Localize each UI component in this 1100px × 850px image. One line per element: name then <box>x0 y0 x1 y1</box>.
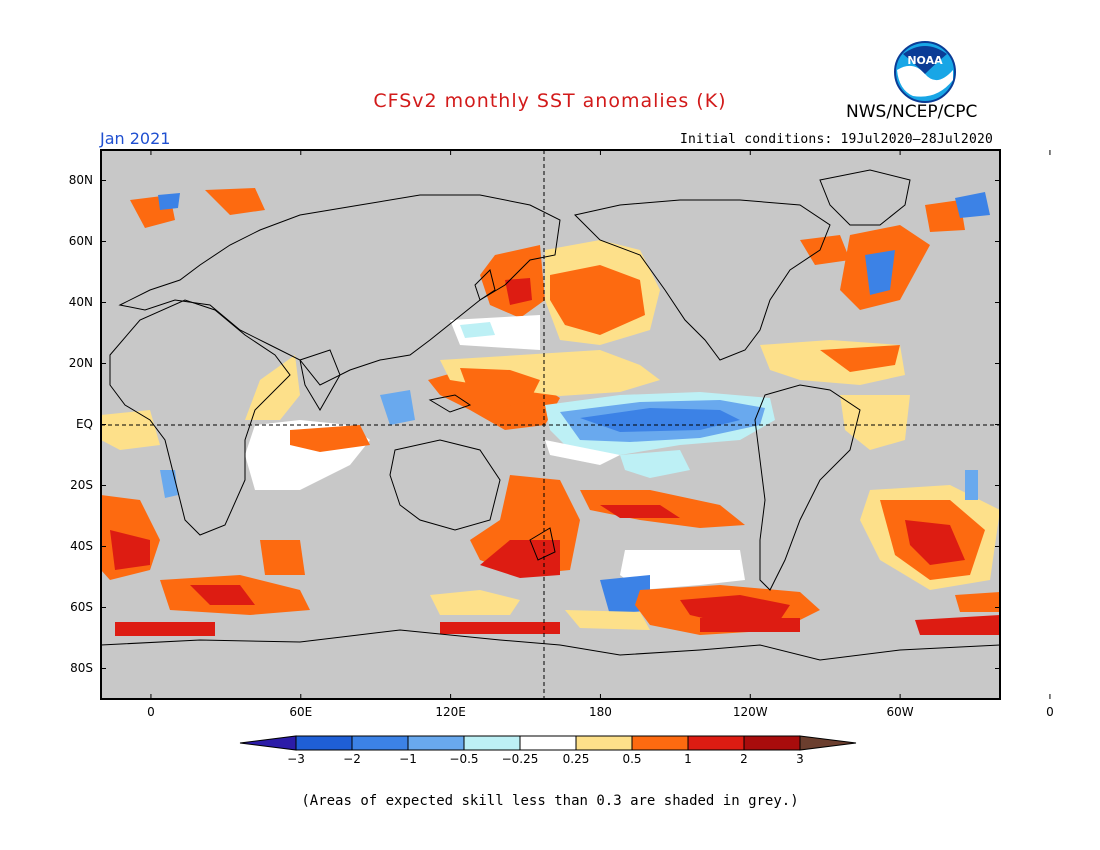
colorbar-tick-label: 0.25 <box>562 752 590 766</box>
anomaly-region <box>101 410 160 450</box>
map-title: CFSv2 monthly SST anomalies (K) <box>373 90 727 112</box>
anomaly-region <box>158 193 180 210</box>
anomaly-region <box>620 550 745 590</box>
anomaly-region <box>565 610 650 630</box>
initial-conditions: Initial conditions: 19Jul2020–28Jul2020 <box>680 132 994 147</box>
lat-tick-label: EQ <box>75 416 93 431</box>
anomaly-region <box>460 322 495 338</box>
colorbar-tick-label: 0.5 <box>622 752 642 766</box>
anomaly-region <box>820 345 900 372</box>
anomaly-region <box>430 590 520 615</box>
lat-tick-label: 80N <box>68 172 93 187</box>
anomaly-region <box>800 235 850 265</box>
noaa-logo: NOAA <box>893 40 957 104</box>
anomaly-region <box>110 530 150 570</box>
colorbar-tick-label: 3 <box>796 752 804 766</box>
lat-tick-label: 60N <box>68 233 93 248</box>
anomaly-region <box>620 450 690 478</box>
anomaly-region <box>955 192 990 218</box>
anomaly-region <box>955 592 1000 612</box>
anomaly-region <box>460 368 540 410</box>
lat-tick-label: 80S <box>70 660 93 675</box>
lon-tick-label: 0 <box>1046 705 1054 719</box>
colorbar-tick-label: 2 <box>740 752 748 766</box>
anomaly-region <box>600 505 680 518</box>
anomaly-shading <box>101 188 1000 636</box>
organization-label: NWS/NCEP/CPC <box>846 102 978 122</box>
anomaly-region <box>205 188 265 215</box>
lon-tick-label: 60E <box>289 705 313 719</box>
anomaly-region <box>190 585 255 605</box>
anomaly-region <box>965 470 978 500</box>
lon-tick-label: 0 <box>147 705 155 719</box>
lon-tick-label: 180 <box>588 705 612 719</box>
anomaly-region <box>290 425 370 452</box>
anomaly-region <box>480 540 560 578</box>
anomaly-region <box>440 622 560 634</box>
lon-tick-label: 120W <box>732 705 768 719</box>
colorbar-tick-label: −1 <box>399 752 417 766</box>
anomaly-region <box>380 390 415 425</box>
skill-footnote: (Areas of expected skill less than 0.3 a… <box>301 793 799 809</box>
anomaly-region <box>245 355 300 420</box>
colorbar-tick-label: −0.25 <box>501 752 539 766</box>
colorbar-tick-label: 1 <box>684 752 692 766</box>
lon-tick-label: 120E <box>435 705 466 719</box>
anomaly-region <box>915 615 1000 635</box>
anomaly-region <box>580 408 740 432</box>
anomaly-region <box>505 278 532 305</box>
colorbar-tick-label: −3 <box>287 752 305 766</box>
anomaly-region <box>680 595 790 622</box>
lat-tick-label: 20S <box>70 477 93 492</box>
colorbar-tick-label: −0.5 <box>449 752 479 766</box>
coastlines <box>101 169 1000 661</box>
anomaly-region <box>865 250 895 295</box>
anomaly-region <box>905 520 965 565</box>
colorbar-tick-label: −2 <box>343 752 361 766</box>
anomaly-region <box>115 622 215 636</box>
lat-tick-label: 60S <box>70 599 93 614</box>
anomaly-region <box>550 265 645 335</box>
lon-tick-label: 60W <box>886 705 914 719</box>
svg-text:NOAA: NOAA <box>907 54 943 67</box>
anomaly-region <box>260 540 305 575</box>
anomaly-region <box>700 618 800 632</box>
anomaly-region <box>925 200 965 232</box>
axis-ticks <box>101 150 1051 699</box>
anomaly-region <box>160 470 178 498</box>
forecast-month: Jan 2021 <box>100 129 171 148</box>
lat-tick-label: 40N <box>68 294 93 309</box>
lat-tick-label: 20N <box>68 355 93 370</box>
lat-tick-label: 40S <box>70 538 93 553</box>
anomaly-region <box>545 440 620 465</box>
